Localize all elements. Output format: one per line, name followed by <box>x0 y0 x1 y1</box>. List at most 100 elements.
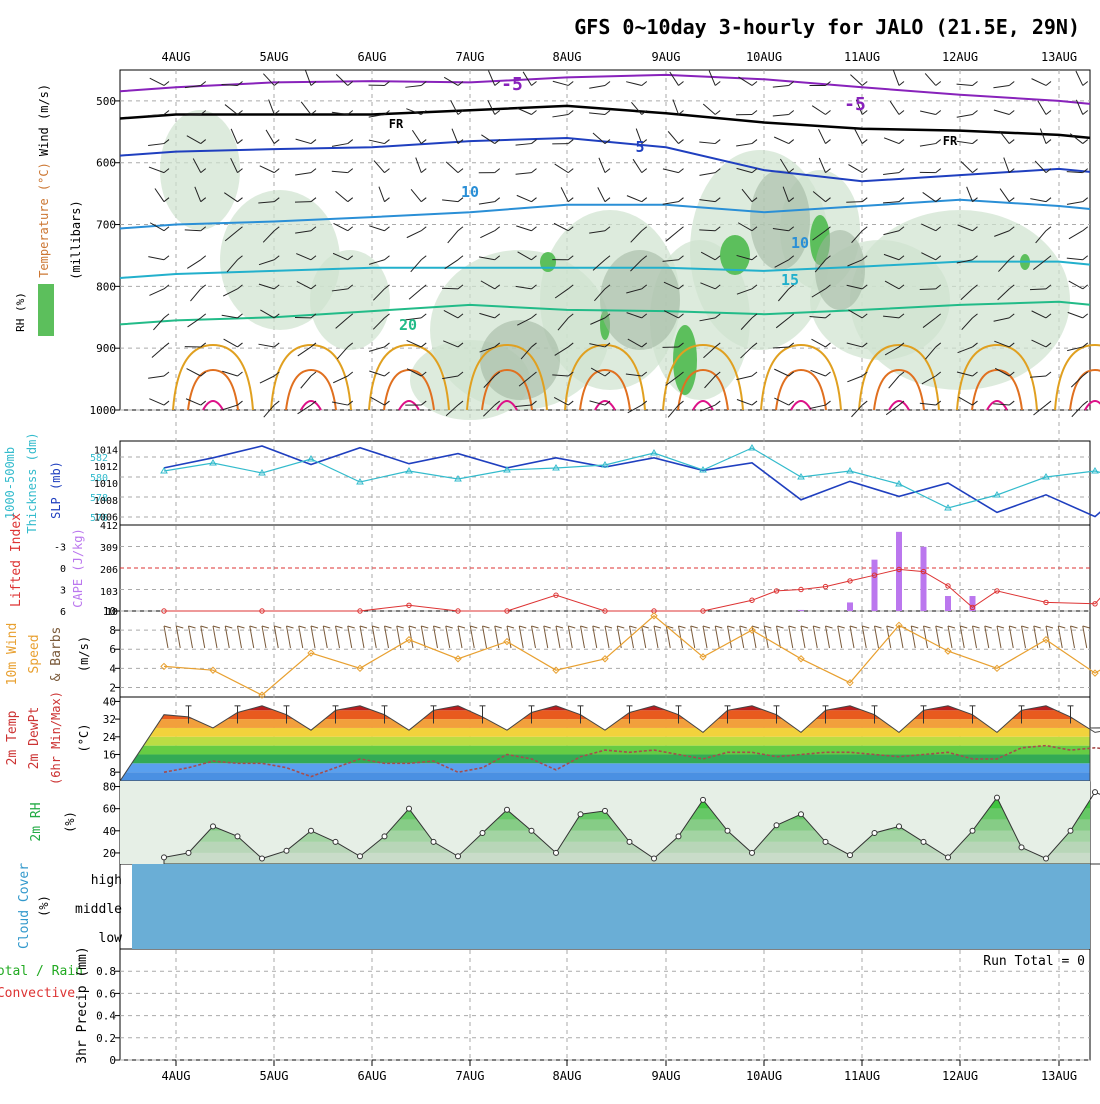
rh-point <box>211 824 216 829</box>
upper-wind-barb-flag <box>495 227 500 231</box>
wind-barb <box>1022 626 1026 648</box>
wind-barb <box>532 626 536 648</box>
upper-wind-barb <box>1069 231 1083 239</box>
slp-tick-label: 1014 <box>94 445 118 456</box>
cloud-level-label: low <box>99 931 123 946</box>
precip-tick-label: 0.6 <box>96 987 116 1000</box>
rh-point <box>872 831 877 836</box>
upper-wind-barb <box>1072 405 1083 417</box>
wind-barb <box>213 626 217 648</box>
slp-tick-label: 1010 <box>94 479 118 490</box>
upper-wind-barb-flag <box>899 198 904 202</box>
upper-wind-barb-flag <box>642 198 647 202</box>
upper-wind-barb <box>336 74 348 85</box>
precip-ylabel-3: 3hr Precip (mm) <box>75 946 90 1063</box>
wind-barb-flag <box>287 626 294 628</box>
upper-wind-barb-flag <box>826 140 831 144</box>
date-label-bottom: 7AUG <box>456 1069 485 1083</box>
rh-point <box>725 828 730 833</box>
wind-barb <box>801 626 805 648</box>
upper-wind-barb-flag <box>789 140 794 144</box>
upper-wind-barb <box>920 144 936 147</box>
wind-barb <box>715 626 719 648</box>
upper-wind-barb <box>668 131 678 143</box>
wind-barb-flag <box>813 626 820 628</box>
isotherm-label: -5 <box>844 94 866 115</box>
upper-wind-barb-flag <box>421 314 426 318</box>
warm-contour-40 <box>693 401 713 410</box>
upper-wind-barb-flag <box>164 256 169 260</box>
upper-wind-barb-flag <box>568 198 573 202</box>
upper-wind-barb <box>306 70 311 85</box>
upper-wind-barb <box>148 144 164 146</box>
upper-wind-barb-flag <box>862 81 867 85</box>
upper-wind-barb-flag <box>826 372 831 376</box>
upper-wind-barb <box>260 166 274 173</box>
upper-wind-barb-flag <box>311 372 316 376</box>
upper-wind-barb <box>773 115 789 117</box>
rh-point <box>431 839 436 844</box>
cape-bar <box>872 560 878 611</box>
rh-point <box>505 807 510 812</box>
wind-barb <box>1083 626 1087 648</box>
wind-barb-flag <box>997 626 1004 628</box>
upper-wind-barb-flag <box>532 198 537 202</box>
wind-barb-flag <box>826 626 833 628</box>
rh-point <box>897 824 902 829</box>
wind-barb <box>262 626 266 648</box>
upper-wind-barb <box>1076 71 1083 85</box>
wind-barb-flag <box>372 626 379 628</box>
upper-wind-barb <box>379 187 385 202</box>
rh-contour-fill <box>160 110 240 230</box>
wind-barb <box>850 626 854 648</box>
upper-wind-barb <box>260 376 274 383</box>
wind-barb <box>789 626 793 648</box>
upper-wind-barb <box>488 71 494 86</box>
isotherm-m5 <box>120 75 1090 104</box>
wind-barb-flag <box>862 626 869 628</box>
upper-wind-barb-flag <box>1083 81 1088 85</box>
wind-barb <box>458 626 462 648</box>
wind-barb <box>446 626 450 648</box>
wind-barb <box>728 626 732 648</box>
upper-wind-barb <box>187 260 200 269</box>
upper-wind-barb-flag <box>532 111 537 115</box>
wind-tick-label: 2 <box>109 681 116 694</box>
upper-wind-barb-flag <box>385 140 390 144</box>
rh-point <box>186 850 191 855</box>
upper-wind-barb <box>920 289 936 290</box>
wind-barb-flag <box>789 626 796 628</box>
upper-wind-barb-flag <box>495 169 500 173</box>
upper-wind-barb <box>296 139 311 143</box>
rh-contour-fill <box>310 250 390 350</box>
slp-ylabel-2: Thickness (dm) <box>25 432 39 533</box>
upper-wind-barb <box>555 164 569 173</box>
upper-wind-barb-flag <box>715 401 720 405</box>
upper-wind-barb-flag <box>348 169 353 173</box>
upper-wind-barb <box>889 376 899 388</box>
upper-wind-barb <box>411 260 422 272</box>
isotherm-label: 10 <box>461 183 479 201</box>
upper-ytick-label: 1000 <box>90 404 117 417</box>
cape-tick-label: 309 <box>100 543 118 554</box>
wind-tick-label: 10 <box>103 605 116 618</box>
cape-ylabel-2: CAPE (J/kg) <box>71 528 85 607</box>
upper-wind-barb <box>153 318 164 330</box>
upper-wind-barb-flag <box>1009 111 1014 115</box>
wind-barb <box>997 626 1001 648</box>
wind-barb-flag <box>1071 626 1078 628</box>
upper-wind-barb-flag <box>385 227 390 231</box>
upper-wind-barb-flag <box>1083 140 1088 144</box>
upper-wind-barb <box>850 75 862 86</box>
upper-wind-barb <box>488 100 495 114</box>
wind-barb-flag <box>323 626 330 628</box>
upper-wind-barb-flag <box>789 111 794 115</box>
wind-barb-flag <box>507 626 514 628</box>
cape-bar <box>847 602 853 611</box>
wind-barb <box>225 626 229 648</box>
wind-barb <box>862 626 866 648</box>
upper-wind-barb-flag <box>862 227 867 231</box>
wind-barb-flag <box>887 626 894 628</box>
upper-wind-barb-flag <box>274 401 279 405</box>
